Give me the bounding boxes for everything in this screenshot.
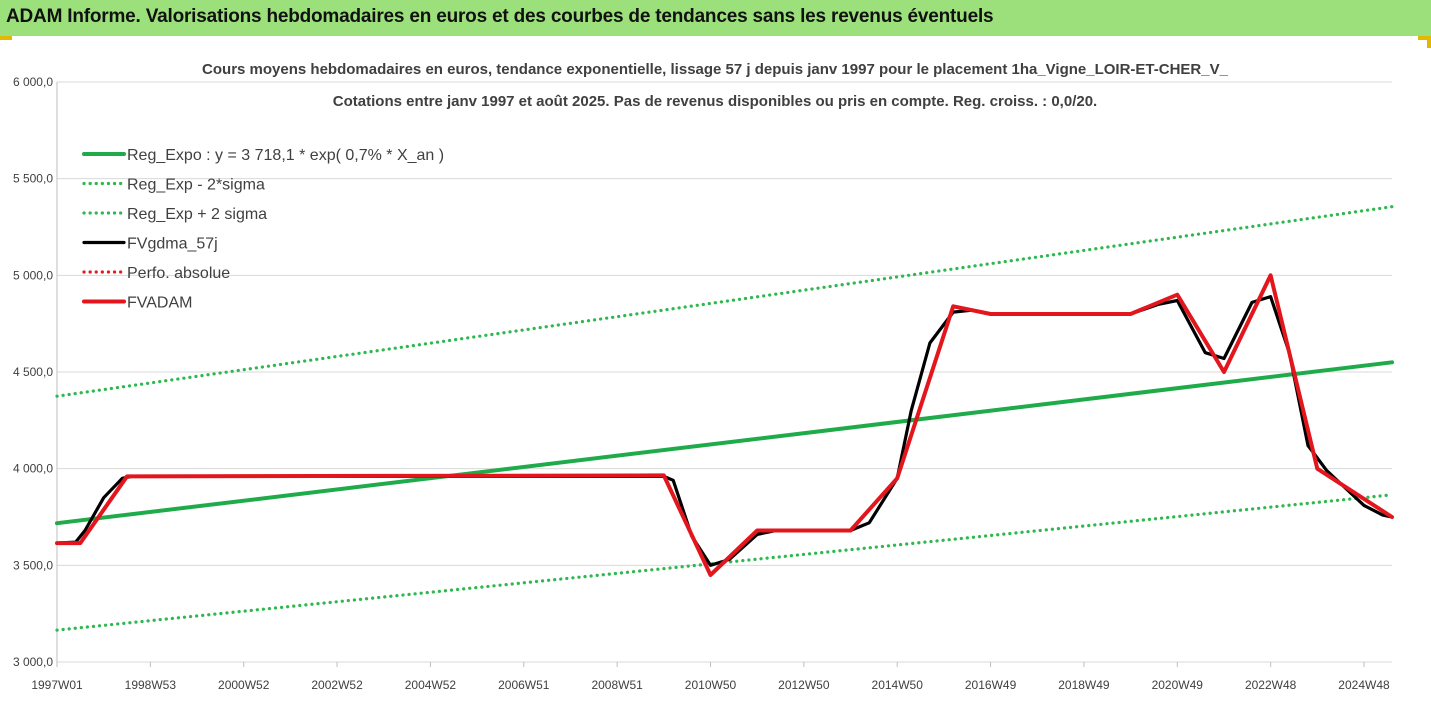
series-line-5: [55, 273, 1394, 577]
series-line-3: [55, 295, 1394, 567]
legend-label: Reg_Exp + 2 sigma: [127, 206, 267, 223]
y-tick-label: 5 500,0: [13, 172, 53, 186]
x-tick-label: 2024W48: [1338, 678, 1390, 692]
legend-label: FVgdma_57j: [127, 236, 218, 253]
y-tick-label: 3 500,0: [13, 558, 53, 572]
x-tick-label: 2002W52: [311, 678, 363, 692]
y-tick-label: 4 500,0: [13, 365, 53, 379]
x-tick-label: 2008W51: [591, 678, 643, 692]
y-tick-labels: 3 000,0 3 500,0 4 000,0 4 500,0 5 000,0 5 500…: [13, 75, 53, 669]
chart-frame: 3 000,0 3 500,0 4 000,0 4 500,0 5 000,0 5 500…: [0, 36, 1431, 718]
x-tick-label: 2020W49: [1152, 678, 1204, 692]
x-tick-label: 2004W52: [405, 678, 457, 692]
x-tick-label: 2010W50: [685, 678, 737, 692]
corner-marker-right-v: [1427, 36, 1431, 48]
y-tick-label: 6 000,0: [13, 75, 53, 89]
x-tick-label: 2014W50: [872, 678, 924, 692]
x-tick-labels: 1997W01 1998W53 2000W52 2002W52 2004W52 2006W…: [31, 662, 1390, 692]
chart-title: Cours moyens hebdomadaires en euros, ten…: [202, 61, 1229, 78]
y-tick-label: 3 000,0: [13, 655, 53, 669]
legend-label: Reg_Expo : y = 3 718,1 * exp( 0,7% * X_a…: [127, 147, 444, 164]
y-tick-label: 5 000,0: [13, 268, 53, 282]
grid-lines: [56, 81, 1392, 663]
series-lines: [55, 205, 1394, 632]
x-tick-label: 1998W53: [125, 678, 177, 692]
legend-label: Perfo. absolue: [127, 265, 230, 282]
chart-subtitle: Cotations entre janv 1997 et août 2025. …: [333, 93, 1097, 110]
x-tick-label: 2000W52: [218, 678, 270, 692]
legend-label: FVADAM: [127, 295, 192, 312]
x-tick-label: 2018W49: [1058, 678, 1110, 692]
x-tick-label: 2016W49: [965, 678, 1017, 692]
report-banner: ADAM Informe. Valorisations hebdomadaire…: [0, 0, 1431, 36]
corner-marker-right: [1418, 36, 1431, 40]
series-line-2: [55, 205, 1394, 398]
y-tick-label: 4 000,0: [13, 462, 53, 476]
x-tick-label: 2012W50: [778, 678, 830, 692]
chart-legend: Reg_Expo : y = 3 718,1 * exp( 0,7% * X_a…: [82, 147, 444, 312]
chart-area: 3 000,0 3 500,0 4 000,0 4 500,0 5 000,0 5 500…: [13, 61, 1394, 692]
series-line-0: [55, 360, 1394, 526]
x-tick-label: 1997W01: [31, 678, 83, 692]
x-tick-label: 2006W51: [498, 678, 550, 692]
corner-marker-left: [0, 36, 12, 40]
legend-label: Reg_Exp - 2*sigma: [127, 177, 265, 194]
report-title: ADAM Informe. Valorisations hebdomadaire…: [6, 6, 994, 27]
x-tick-label: 2022W48: [1245, 678, 1297, 692]
